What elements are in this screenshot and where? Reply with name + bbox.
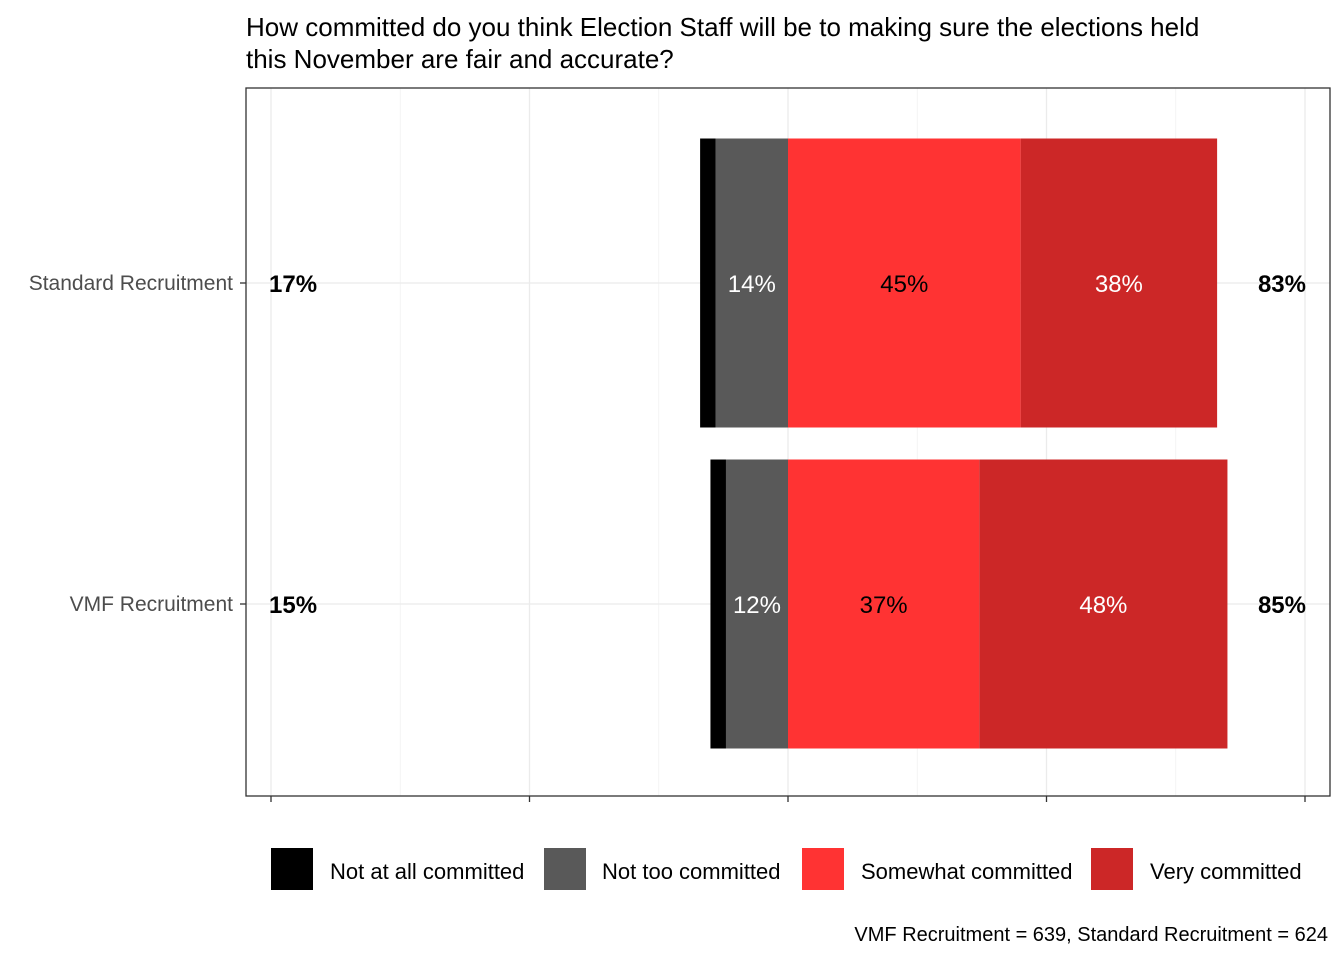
- segment-label: 48%: [1079, 592, 1127, 619]
- chart-caption: VMF Recruitment = 639, Standard Recruitm…: [854, 924, 1328, 946]
- chart-title-line-2: this November are fair and accurate?: [246, 44, 674, 74]
- axes: Standard Recruitment VMF Recruitment: [29, 272, 1306, 802]
- bar-segment: [788, 138, 1021, 428]
- legend-key: [802, 848, 844, 890]
- chart-title-line-1: How committed do you think Election Staf…: [246, 12, 1199, 42]
- legend-key: [544, 848, 586, 890]
- legend-label: Somewhat committed: [861, 859, 1073, 884]
- bar-segment: [725, 459, 788, 749]
- legend-label: Not too committed: [602, 859, 781, 884]
- legend-label: Very committed: [1150, 859, 1302, 884]
- negative-total-label: 15%: [269, 592, 317, 619]
- legend: Not at all committed Not too committed Som…: [271, 848, 1302, 890]
- positive-total-label: 83%: [1258, 271, 1306, 298]
- positive-total-label: 85%: [1258, 592, 1306, 619]
- negative-total-label: 17%: [269, 271, 317, 298]
- legend-key: [1091, 848, 1133, 890]
- bar-segment: [715, 138, 788, 428]
- data-labels: 14% 45% 38% 17% 83% 12% 37% 48% 15% 85%: [269, 271, 1306, 619]
- segment-label: 38%: [1095, 271, 1143, 298]
- legend-key: [271, 848, 313, 890]
- bar-segment: [979, 459, 1228, 749]
- bar-segment: [1020, 138, 1218, 428]
- bars: [700, 138, 1228, 749]
- segment-label: 14%: [728, 271, 776, 298]
- legend-label: Not at all committed: [330, 859, 524, 884]
- category-label: VMF Recruitment: [70, 593, 234, 616]
- segment-label: 37%: [860, 592, 908, 619]
- category-label: Standard Recruitment: [29, 272, 233, 295]
- segment-label: 45%: [880, 271, 928, 298]
- bar-segment: [788, 459, 980, 749]
- segment-label: 12%: [733, 592, 781, 619]
- bar-segment: [700, 138, 716, 428]
- bar-segment: [710, 459, 726, 749]
